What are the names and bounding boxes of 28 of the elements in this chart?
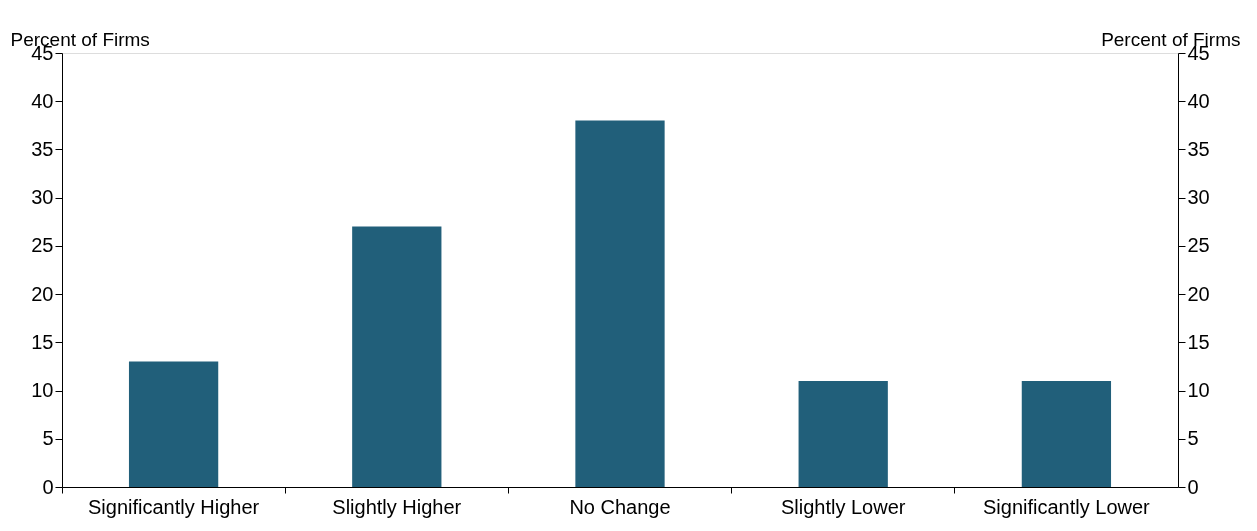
y2-tick-label: 35 [1187, 137, 1210, 160]
y-tick-label: 25 [31, 234, 54, 257]
x-tick-label: Significantly Lower [983, 495, 1151, 518]
x-tick-label: Slightly Lower [780, 495, 906, 518]
bar [798, 380, 888, 487]
y-tick-label: 40 [31, 89, 54, 112]
y-tick-label: 15 [31, 330, 54, 353]
bar [352, 226, 442, 487]
y-tick-label: 20 [31, 282, 54, 305]
y2-tick-label: 5 [1187, 427, 1199, 450]
bar [575, 120, 665, 487]
y2-tick-label: 15 [1187, 330, 1210, 353]
y-tick-label: 10 [31, 379, 54, 402]
y-tick-label: 30 [31, 186, 54, 209]
x-tick-label: Significantly Higher [88, 495, 260, 518]
y2-tick-label: 20 [1187, 282, 1210, 305]
y2-tick-label: 40 [1187, 89, 1210, 112]
y2-tick-label: 10 [1187, 379, 1210, 402]
y-tick-label: 5 [42, 427, 54, 450]
x-tick-label: No Change [569, 495, 671, 518]
y2-tick-label: 30 [1187, 186, 1210, 209]
y-tick-label: 35 [31, 137, 54, 160]
bar [1021, 380, 1112, 487]
x-tick-label: Slightly Higher [332, 495, 462, 518]
y-tick-label: 0 [42, 475, 54, 498]
bar [128, 361, 219, 487]
y2-tick-label: 0 [1187, 475, 1199, 498]
y2-tick-label: 25 [1187, 234, 1210, 257]
